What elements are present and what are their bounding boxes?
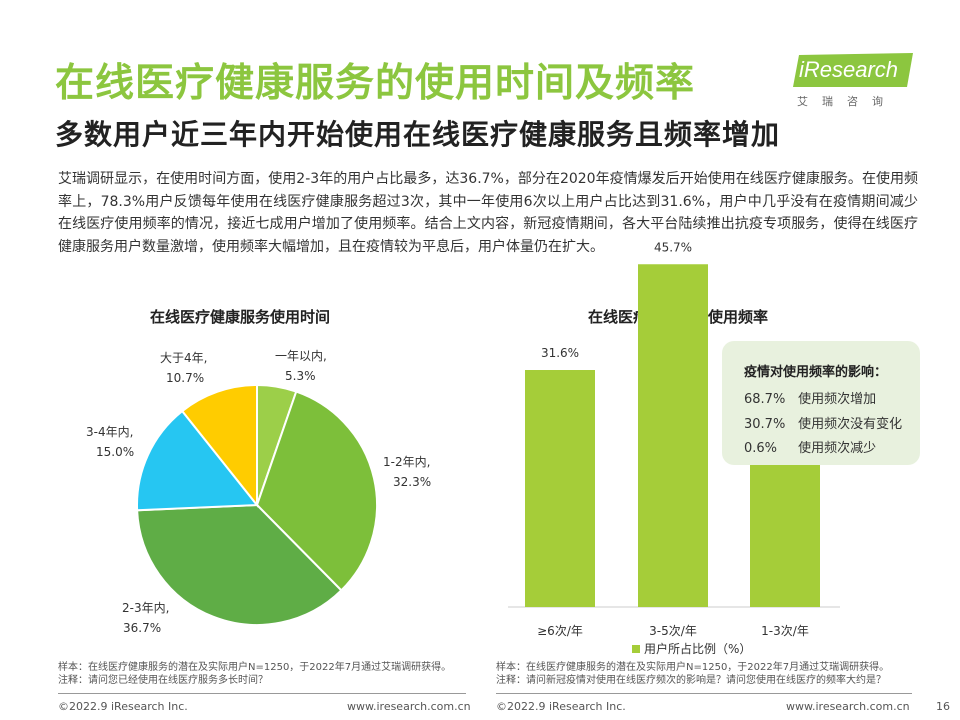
inset-label: 使用频次没有变化 (798, 417, 903, 432)
inset-heading: 疫情对使用频率的影响： (744, 365, 888, 380)
right-footer-divider (496, 693, 912, 694)
pie-slice-label: 2-3年内, (122, 601, 169, 615)
left-sample-note: 样本：在线医疗健康服务的潜在及实际用户N=1250，于2022年7月通过艾瑞调研… (58, 662, 452, 673)
inset-label: 使用频次增加 (798, 392, 877, 407)
left-copyright: ©2022.9 iResearch Inc. (58, 700, 188, 713)
bar-category-label: 1-3次/年 (761, 624, 809, 638)
bar (638, 264, 708, 607)
intro-paragraph: 艾瑞调研显示，在使用时间方面，使用2-3年的用户占比最多，达36.7%，部分在2… (58, 171, 918, 255)
pie-slice-value-label: 10.7% (166, 371, 204, 385)
left-website-link[interactable]: www.iresearch.com.cn (347, 700, 471, 713)
bar (750, 436, 820, 607)
logo-shape (793, 53, 913, 87)
inset-row: 30.7% 使用频次没有变化 (744, 413, 902, 432)
pie-slice (180, 383, 258, 508)
left-question-note: 注释：请问您已经使用在线医疗服务多长时间？ (58, 675, 268, 686)
pie-slice (255, 390, 378, 592)
bar-legend-label: 用户所占比例（%） (644, 641, 751, 656)
bar-category-label: ≥6次/年 (537, 624, 583, 638)
right-question-note: 注释：请问新冠疫情对使用在线医疗频次的影响是？请问您使用在线医疗的频率大约是？ (496, 675, 886, 686)
inset-label: 使用频次减少 (798, 441, 877, 456)
logo-text: iResearch (799, 57, 899, 82)
pie-slice-value-label: 15.0% (96, 445, 134, 459)
left-footer-divider (58, 693, 466, 694)
pie-slice (136, 409, 260, 512)
bar-legend-swatch (632, 645, 640, 653)
logo-subtext: 艾瑞咨询 (797, 95, 897, 108)
pie-slice (136, 503, 343, 626)
right-sample-note: 样本：在线医疗健康服务的潜在及实际用户N=1250，于2022年7月通过艾瑞调研… (496, 662, 890, 673)
pie-slice-label: 3-4年内, (86, 425, 133, 439)
pie-slice-value-label: 5.3% (285, 369, 316, 383)
right-website-link[interactable]: www.iresearch.com.cn (786, 700, 910, 713)
bar (525, 370, 595, 607)
iresearch-logo: iResearch 艾瑞咨询 (793, 53, 913, 109)
pie-slice-value-label: 32.3% (393, 475, 431, 489)
bar-category-label: 3-5次/年 (649, 624, 697, 638)
pie-slice-value-label: 36.7% (123, 621, 161, 635)
page-title: 在线医疗健康服务的使用时间及频率 (55, 61, 696, 106)
inset-pct: 30.7% (744, 417, 786, 432)
inset-pct: 68.7% (744, 392, 786, 407)
bar-value-label: 31.6% (541, 346, 579, 360)
pie-slice-label: 1-2年内, (383, 455, 430, 469)
inset-row: 68.7% 使用频次增加 (744, 388, 876, 407)
pie-slice-label: 一年以内, (275, 349, 327, 363)
page-subtitle: 多数用户近三年内开始使用在线医疗健康服务且频率增加 (55, 118, 781, 151)
pie-chart-title: 在线医疗健康服务使用时间 (150, 308, 331, 326)
impact-inset-box: 疫情对使用频率的影响： 68.7% 使用频次增加 30.7% 使用频次没有变化 … (722, 341, 920, 465)
bar-value-label: 45.7% (654, 240, 692, 254)
right-copyright: ©2022.9 iResearch Inc. (496, 700, 626, 713)
page-number: 16 (936, 700, 950, 713)
pie-slice-label: 大于4年, (160, 351, 207, 365)
inset-pct: 0.6% (744, 441, 778, 456)
inset-row: 0.6% 使用频次减少 (744, 437, 876, 456)
